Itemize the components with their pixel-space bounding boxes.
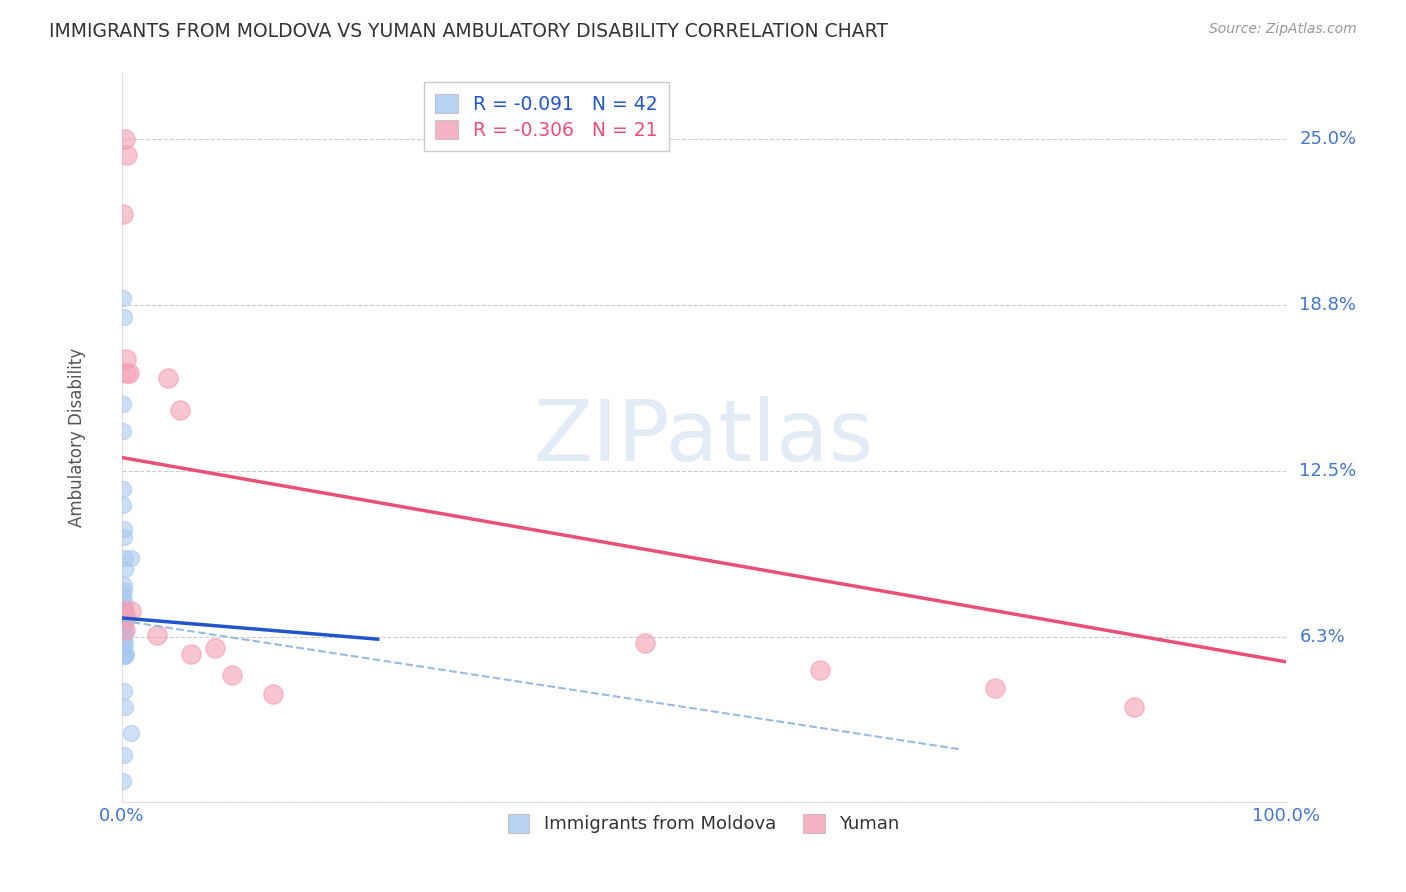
Text: 25.0%: 25.0% <box>1299 130 1357 148</box>
Text: Source: ZipAtlas.com: Source: ZipAtlas.com <box>1209 22 1357 37</box>
Point <box>221 668 243 682</box>
Point <box>120 726 142 740</box>
Point <box>112 604 135 618</box>
Point <box>111 397 134 411</box>
Point <box>115 366 138 380</box>
Point <box>114 599 136 613</box>
Text: 6.3%: 6.3% <box>1299 627 1346 646</box>
Point <box>115 647 138 661</box>
Point <box>204 641 226 656</box>
Point <box>112 620 135 634</box>
Point <box>180 647 202 661</box>
Point <box>112 310 135 324</box>
Point <box>111 292 134 306</box>
Point <box>112 578 135 592</box>
Point <box>145 628 167 642</box>
Point <box>114 649 136 664</box>
Point <box>111 589 134 603</box>
Point <box>112 631 135 645</box>
Point <box>114 551 136 566</box>
Point <box>111 615 134 629</box>
Point <box>114 620 136 634</box>
Point <box>114 623 136 637</box>
Point <box>114 609 136 624</box>
Point <box>112 747 135 762</box>
Point <box>117 148 139 162</box>
Point <box>112 530 135 544</box>
Point <box>112 609 135 624</box>
Point <box>114 562 136 576</box>
Point <box>120 551 142 566</box>
Point <box>112 522 135 536</box>
Point <box>112 639 135 653</box>
Point <box>111 625 134 640</box>
Point <box>111 206 134 220</box>
Point <box>157 371 180 385</box>
Point <box>114 132 136 146</box>
Point <box>115 609 138 624</box>
Point <box>983 681 1005 696</box>
Point <box>112 625 135 640</box>
Point <box>112 684 135 698</box>
Point <box>114 699 136 714</box>
Point <box>114 647 136 661</box>
Point <box>111 641 134 656</box>
Point <box>808 663 831 677</box>
Point <box>112 649 135 664</box>
Point <box>112 628 135 642</box>
Point <box>120 604 142 618</box>
Point <box>117 366 139 380</box>
Point <box>111 424 134 438</box>
Point <box>169 402 191 417</box>
Legend: Immigrants from Moldova, Yuman: Immigrants from Moldova, Yuman <box>496 804 910 845</box>
Point <box>111 483 134 497</box>
Point <box>111 498 134 512</box>
Point <box>114 625 136 640</box>
Text: 12.5%: 12.5% <box>1299 462 1357 480</box>
Point <box>112 583 135 598</box>
Text: Ambulatory Disability: Ambulatory Disability <box>69 348 86 527</box>
Point <box>112 615 135 629</box>
Point <box>114 636 136 650</box>
Point <box>112 644 135 658</box>
Text: 18.8%: 18.8% <box>1299 296 1357 314</box>
Point <box>112 604 135 618</box>
Point <box>115 352 138 367</box>
Point <box>111 774 134 789</box>
Point <box>112 593 135 607</box>
Text: ZIPatlas: ZIPatlas <box>533 396 875 479</box>
Point <box>634 636 657 650</box>
Point <box>262 687 284 701</box>
Point <box>111 631 134 645</box>
Point <box>1123 699 1146 714</box>
Text: IMMIGRANTS FROM MOLDOVA VS YUMAN AMBULATORY DISABILITY CORRELATION CHART: IMMIGRANTS FROM MOLDOVA VS YUMAN AMBULAT… <box>49 22 889 41</box>
